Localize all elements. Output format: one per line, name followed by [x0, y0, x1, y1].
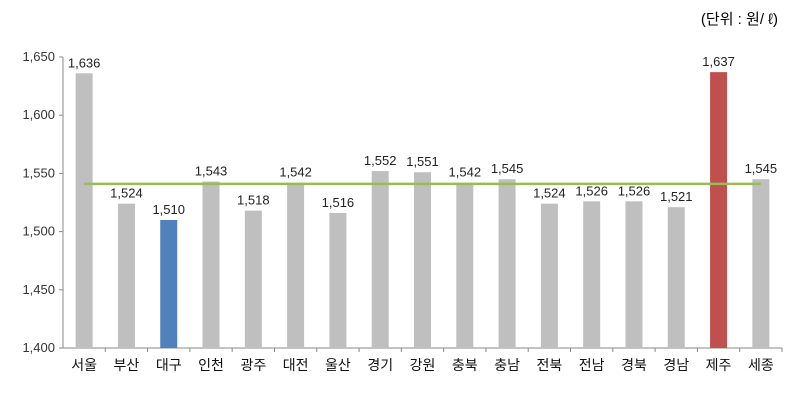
bar-경북 — [625, 201, 643, 348]
category-label: 광주 — [240, 357, 266, 373]
data-label: 1,542 — [449, 165, 482, 180]
category-label: 대전 — [283, 357, 309, 373]
data-label: 1,524 — [110, 186, 143, 201]
category-label: 대구 — [156, 357, 182, 373]
bar-세종 — [752, 179, 770, 348]
data-label: 1,637 — [702, 54, 735, 69]
data-label: 1,524 — [533, 186, 566, 201]
category-label: 인천 — [198, 357, 224, 373]
y-tick-label: 1,600 — [22, 107, 55, 122]
category-label: 경남 — [663, 357, 689, 373]
bar-대구 — [160, 219, 178, 348]
category-label: 충북 — [452, 357, 478, 373]
data-label: 1,545 — [491, 161, 524, 176]
category-label: 부산 — [114, 357, 140, 373]
data-label: 1,521 — [660, 189, 693, 204]
data-label: 1,516 — [322, 195, 355, 210]
bar-경남 — [667, 207, 685, 348]
data-label: 1,552 — [364, 153, 397, 168]
category-label: 경북 — [621, 357, 647, 373]
data-label: 1,551 — [406, 154, 439, 169]
category-label: 서울 — [71, 357, 97, 373]
bar-대전 — [287, 182, 305, 348]
bar-서울 — [75, 73, 93, 349]
bar-부산 — [117, 203, 135, 348]
y-tick-label: 1,550 — [22, 165, 55, 180]
category-label: 충남 — [494, 357, 520, 373]
category-label: 경기 — [367, 357, 393, 373]
data-label: 1,510 — [152, 202, 185, 217]
category-label: 전북 — [536, 357, 562, 373]
bar-인천 — [202, 181, 220, 348]
data-label: 1,636 — [68, 55, 101, 70]
y-tick-label: 1,650 — [22, 49, 55, 64]
y-tick-label: 1,500 — [22, 224, 55, 239]
category-label: 제주 — [706, 357, 732, 373]
category-label: 강원 — [410, 357, 436, 373]
category-label: 울산 — [325, 357, 351, 373]
y-tick-label: 1,400 — [22, 340, 55, 355]
bar-제주 — [710, 72, 728, 348]
data-label: 1,543 — [195, 164, 228, 179]
bar-전남 — [583, 201, 601, 348]
bar-충북 — [456, 182, 474, 348]
bar-전북 — [540, 203, 558, 348]
data-label: 1,545 — [745, 161, 778, 176]
bar-광주 — [244, 210, 262, 348]
data-label: 1,526 — [618, 183, 651, 198]
data-label: 1,518 — [237, 193, 270, 208]
bar-강원 — [414, 172, 431, 348]
category-label: 전남 — [579, 357, 605, 373]
bar-충남 — [498, 179, 516, 348]
unit-label: (단위 : 원/ ℓ) — [700, 11, 778, 28]
y-tick-label: 1,450 — [22, 282, 55, 297]
data-label: 1,526 — [575, 183, 608, 198]
category-label: 세종 — [748, 357, 774, 373]
bar-울산 — [329, 212, 347, 348]
data-label: 1,542 — [279, 165, 312, 180]
bar-경기 — [371, 171, 389, 348]
